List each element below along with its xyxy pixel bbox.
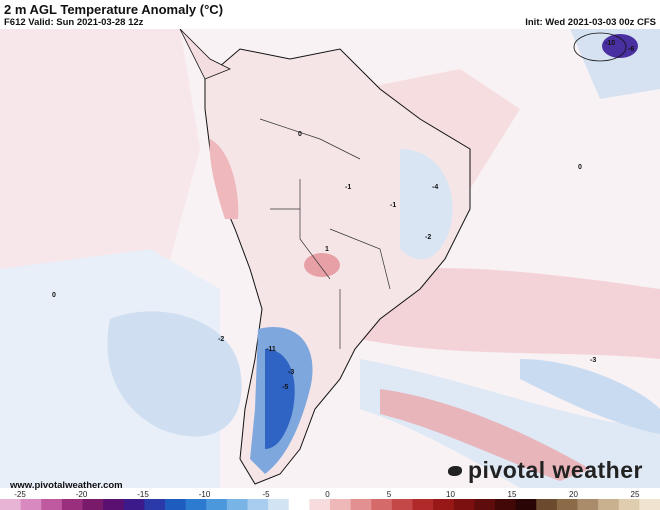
colorbar-swatch (61, 499, 84, 510)
init-time: Init: Wed 2021-03-03 00z CFS (525, 17, 656, 28)
colorbar-swatch (556, 499, 579, 510)
colorbar-swatch (41, 499, 63, 510)
anomaly-label: 0 (52, 292, 56, 299)
anomaly-label: -11 (266, 346, 276, 353)
colorbar-swatch (123, 499, 145, 510)
colorbar-swatch (288, 499, 310, 510)
colorbar-swatch (474, 499, 496, 510)
colorbar-swatch (330, 499, 352, 510)
colorbar-swatch (639, 499, 660, 510)
colorbar-swatch (412, 499, 434, 510)
colorbar (0, 499, 660, 510)
colorbar-tick-label: 20 (569, 490, 578, 499)
anomaly-label: -10 (605, 40, 615, 47)
colorbar-tick-label: 0 (325, 490, 330, 499)
colorbar-swatch (247, 499, 269, 510)
colorbar-swatch (103, 499, 125, 510)
colorbar-tick-label: 5 (386, 490, 392, 499)
colorbar-tick-label: -25 (14, 490, 26, 499)
valid-time: F612 Valid: Sun 2021-03-28 12z (4, 17, 144, 28)
colorbar-swatch (0, 499, 22, 510)
colorbar-tick-label: -5 (262, 490, 270, 499)
colorbar-tick-label: 10 (446, 490, 455, 499)
anomaly-label: -5 (282, 384, 288, 391)
colorbar-tick-label: -10 (198, 490, 211, 499)
colorbar-swatch (391, 499, 414, 510)
ocean-warm-field (0, 29, 200, 289)
colorbar-tick-label: 25 (630, 490, 640, 499)
colorbar-labels: -25 -20 -15 -10 -5 0 5 10 15 20 25 (0, 490, 660, 499)
colorbar-swatch (185, 499, 207, 510)
anomaly-label: 0 (578, 164, 582, 171)
anomaly-label: -1 (345, 184, 351, 191)
colorbar-swatch (536, 499, 558, 510)
warm-core (304, 253, 340, 277)
anomaly-label: -1 (390, 202, 396, 209)
colorbar-tick-label: -15 (137, 490, 149, 499)
anomaly-label: -3 (590, 357, 596, 364)
cold-anomaly-north (602, 34, 638, 58)
cold-core (265, 349, 295, 449)
colorbar-swatch (226, 499, 249, 510)
anomaly-label: 0 (298, 131, 302, 138)
colorbar-swatch (350, 499, 372, 510)
colorbar-swatch (206, 499, 228, 510)
anomaly-label: -4 (432, 184, 438, 191)
website-url: www.pivotalweather.com (10, 480, 123, 491)
colorbar-swatch (82, 499, 104, 510)
colorbar-swatch (165, 499, 187, 510)
chart-title: 2 m AGL Temperature Anomaly (°C) (4, 2, 224, 17)
anomaly-label: -2 (218, 336, 224, 343)
colorbar-swatch (515, 499, 537, 510)
anomaly-map: 0 0 0 -1 -1 -2 -4 -3 -3 -5 -11 -2 1 -10 … (0, 29, 660, 488)
colorbar-swatch (144, 499, 166, 510)
anomaly-label: 1 (325, 246, 329, 253)
colorbar-swatch (453, 499, 475, 510)
colorbar-swatch (268, 499, 290, 510)
brand-watermark: pivotal weather (468, 457, 643, 483)
colorbar-swatch (433, 499, 455, 510)
anomaly-label: -2 (425, 234, 431, 241)
colorbar-swatch (371, 499, 393, 510)
anomaly-label: -6 (628, 46, 634, 53)
anomaly-label: -3 (288, 369, 294, 376)
colorbar-swatch (495, 499, 517, 510)
colorbar-swatch (618, 499, 640, 510)
colorbar-swatch (577, 499, 599, 510)
colorbar-swatch (20, 499, 42, 510)
colorbar-tick-label: -20 (75, 490, 88, 499)
colorbar-tick-label: 15 (507, 490, 517, 499)
brand-logo-icon (448, 466, 462, 476)
colorbar-swatch (309, 499, 331, 510)
colorbar-swatch (598, 499, 620, 510)
